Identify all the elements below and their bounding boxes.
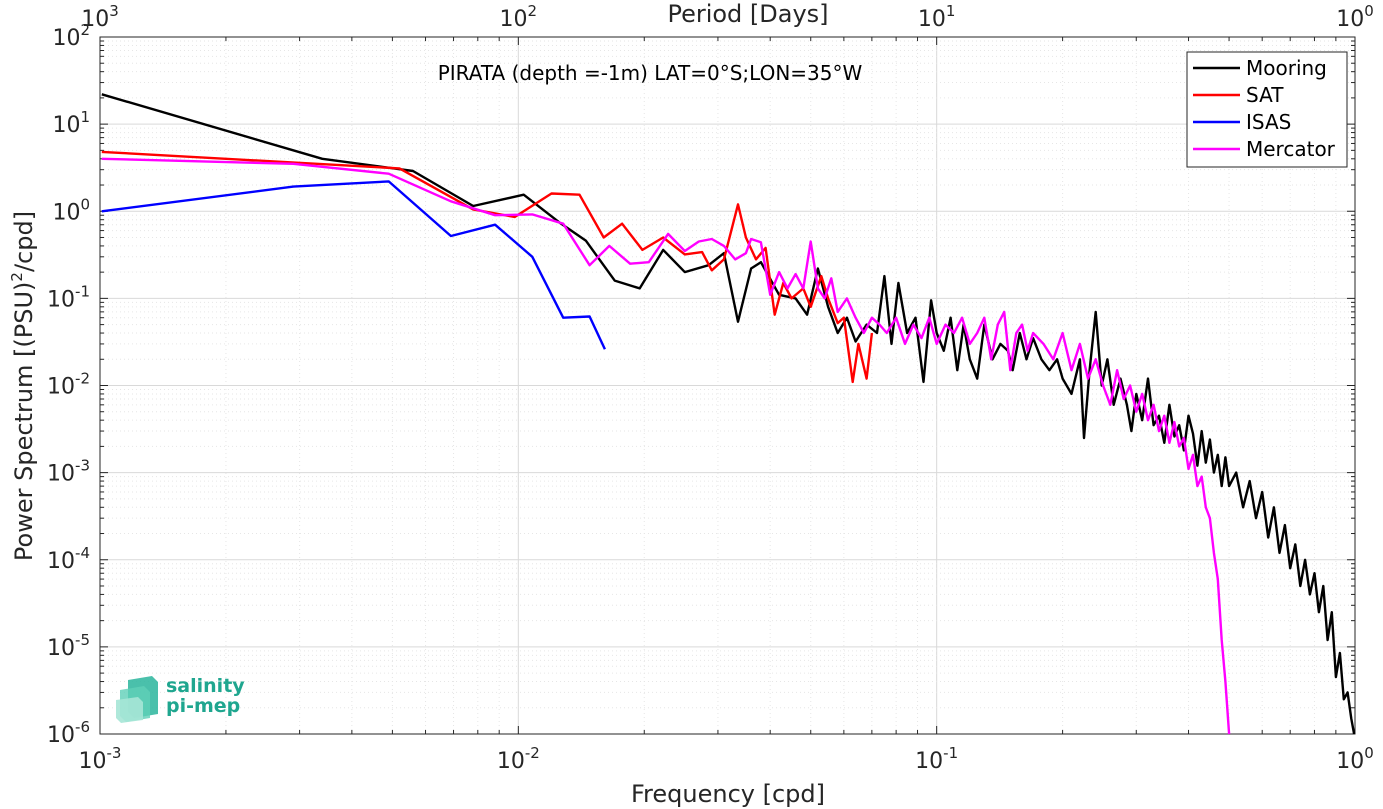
x-tick-label: 100 <box>1336 744 1374 774</box>
series-line-mooring <box>101 93 1356 735</box>
chart-annotation: PIRATA (depth =-1m) LAT=0°S;LON=35°W <box>438 61 863 85</box>
y-tick-label: 102 <box>52 21 90 51</box>
legend-label-mercator: Mercator <box>1246 137 1336 161</box>
y-tick-label: 10-1 <box>47 282 90 312</box>
logo-mark-icon <box>116 676 158 723</box>
x-tick-label: 10-2 <box>497 744 540 774</box>
x-tick-label: 10-3 <box>79 744 122 774</box>
x-tick-labels: 10-3 10-2 10-1 100 <box>79 744 1374 774</box>
top-axis-label: Period [Days] <box>667 0 828 28</box>
legend-label-mooring: Mooring <box>1246 56 1327 80</box>
legend-label-isas: ISAS <box>1246 110 1291 134</box>
y-axis-label: Power Spectrum [(PSU)2/cpd] <box>8 211 38 561</box>
legend-label-sat: SAT <box>1246 83 1284 107</box>
top-tick-label: 102 <box>500 2 538 32</box>
top-tick-labels: 103 102 101 100 <box>81 2 1374 32</box>
x-tick-label: 10-1 <box>915 744 958 774</box>
legend: Mooring SAT ISAS Mercator <box>1186 51 1348 168</box>
x-axis-label: Frequency [cpd] <box>631 780 825 808</box>
tick-marks <box>99 37 1355 735</box>
series-line-mercator <box>101 157 1231 735</box>
top-tick-label: 103 <box>81 2 119 32</box>
y-tick-label: 100 <box>52 195 90 225</box>
y-tick-labels: 102 101 100 10-1 10-2 10-3 10-4 10-5 10-6 <box>47 21 90 748</box>
logo-text-line2: pi-mep <box>166 695 240 717</box>
series-line-isas <box>101 180 606 350</box>
y-tick-label: 101 <box>52 108 90 138</box>
top-tick-label: 100 <box>1336 2 1374 32</box>
y-tick-label: 10-3 <box>47 457 90 487</box>
grid <box>100 37 1355 734</box>
series-line-sat <box>101 150 874 384</box>
y-tick-label: 10-5 <box>47 631 90 661</box>
series-group <box>101 93 1356 735</box>
y-tick-label: 10-6 <box>47 718 90 748</box>
top-tick-label: 101 <box>918 2 956 32</box>
salinity-pi-mep-logo: salinity pi-mep <box>116 675 245 723</box>
y-tick-label: 10-2 <box>47 370 90 400</box>
logo-text-line1: salinity <box>166 675 245 697</box>
y-tick-label: 10-4 <box>47 544 90 574</box>
